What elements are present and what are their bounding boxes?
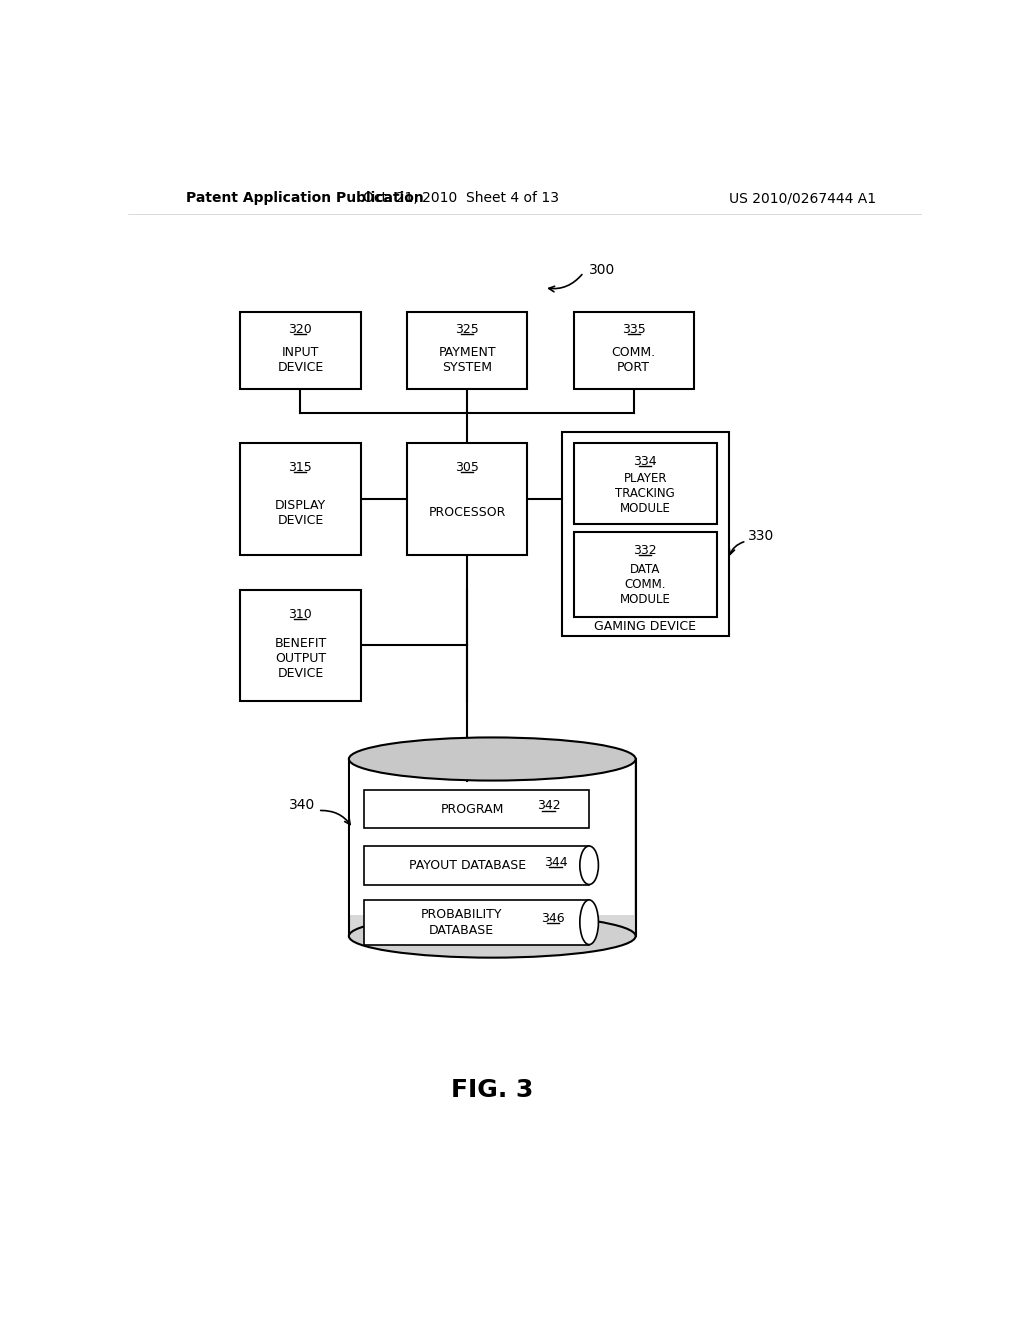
Bar [365,900,589,945]
Bar [573,313,693,389]
Text: PLAYER
TRACKING
MODULE: PLAYER TRACKING MODULE [615,473,675,515]
Text: COMM.
PORT: COMM. PORT [611,346,655,374]
Text: PAYMENT
SYSTEM: PAYMENT SYSTEM [438,346,496,374]
Text: 340: 340 [289,799,315,812]
Ellipse shape [349,915,636,958]
Text: PROBABILITY
DATABASE: PROBABILITY DATABASE [420,908,502,937]
Text: DISPLAY
DEVICE: DISPLAY DEVICE [274,499,326,527]
Bar [349,759,636,936]
Text: 300: 300 [589,263,615,277]
Ellipse shape [580,900,598,945]
Ellipse shape [580,846,598,884]
Text: FIG. 3: FIG. 3 [451,1078,534,1102]
Text: 315: 315 [289,462,312,474]
Bar [365,846,589,884]
Bar [573,532,717,616]
Text: PAYOUT DATABASE: PAYOUT DATABASE [410,859,526,871]
Text: Patent Application Publication: Patent Application Publication [186,191,424,206]
Text: 335: 335 [622,323,645,335]
Bar [573,444,717,524]
Text: DATA
COMM.
MODULE: DATA COMM. MODULE [620,562,671,606]
Text: 342: 342 [537,800,560,813]
Bar [350,759,635,915]
Bar [407,444,527,554]
Text: 320: 320 [289,323,312,335]
Text: 346: 346 [542,912,565,925]
Text: GAMING DEVICE: GAMING DEVICE [594,620,696,634]
Text: 334: 334 [634,454,657,467]
Text: 310: 310 [289,607,312,620]
Text: PROGRAM: PROGRAM [440,803,504,816]
Text: INPUT
DEVICE: INPUT DEVICE [278,346,324,374]
Bar [562,432,729,636]
Bar [407,313,527,389]
Bar [241,590,360,701]
Text: BENEFIT
OUTPUT
DEVICE: BENEFIT OUTPUT DEVICE [274,638,327,680]
Text: 305: 305 [455,462,479,474]
Bar [241,444,360,554]
Text: 332: 332 [634,544,657,557]
Text: 325: 325 [456,323,479,335]
Text: 344: 344 [544,855,567,869]
Text: PROCESSOR: PROCESSOR [428,506,506,519]
Text: Oct. 21, 2010  Sheet 4 of 13: Oct. 21, 2010 Sheet 4 of 13 [364,191,559,206]
Text: 330: 330 [748,529,774,543]
Ellipse shape [349,738,636,780]
Bar [241,313,360,389]
Bar [365,789,589,829]
Text: US 2010/0267444 A1: US 2010/0267444 A1 [729,191,876,206]
